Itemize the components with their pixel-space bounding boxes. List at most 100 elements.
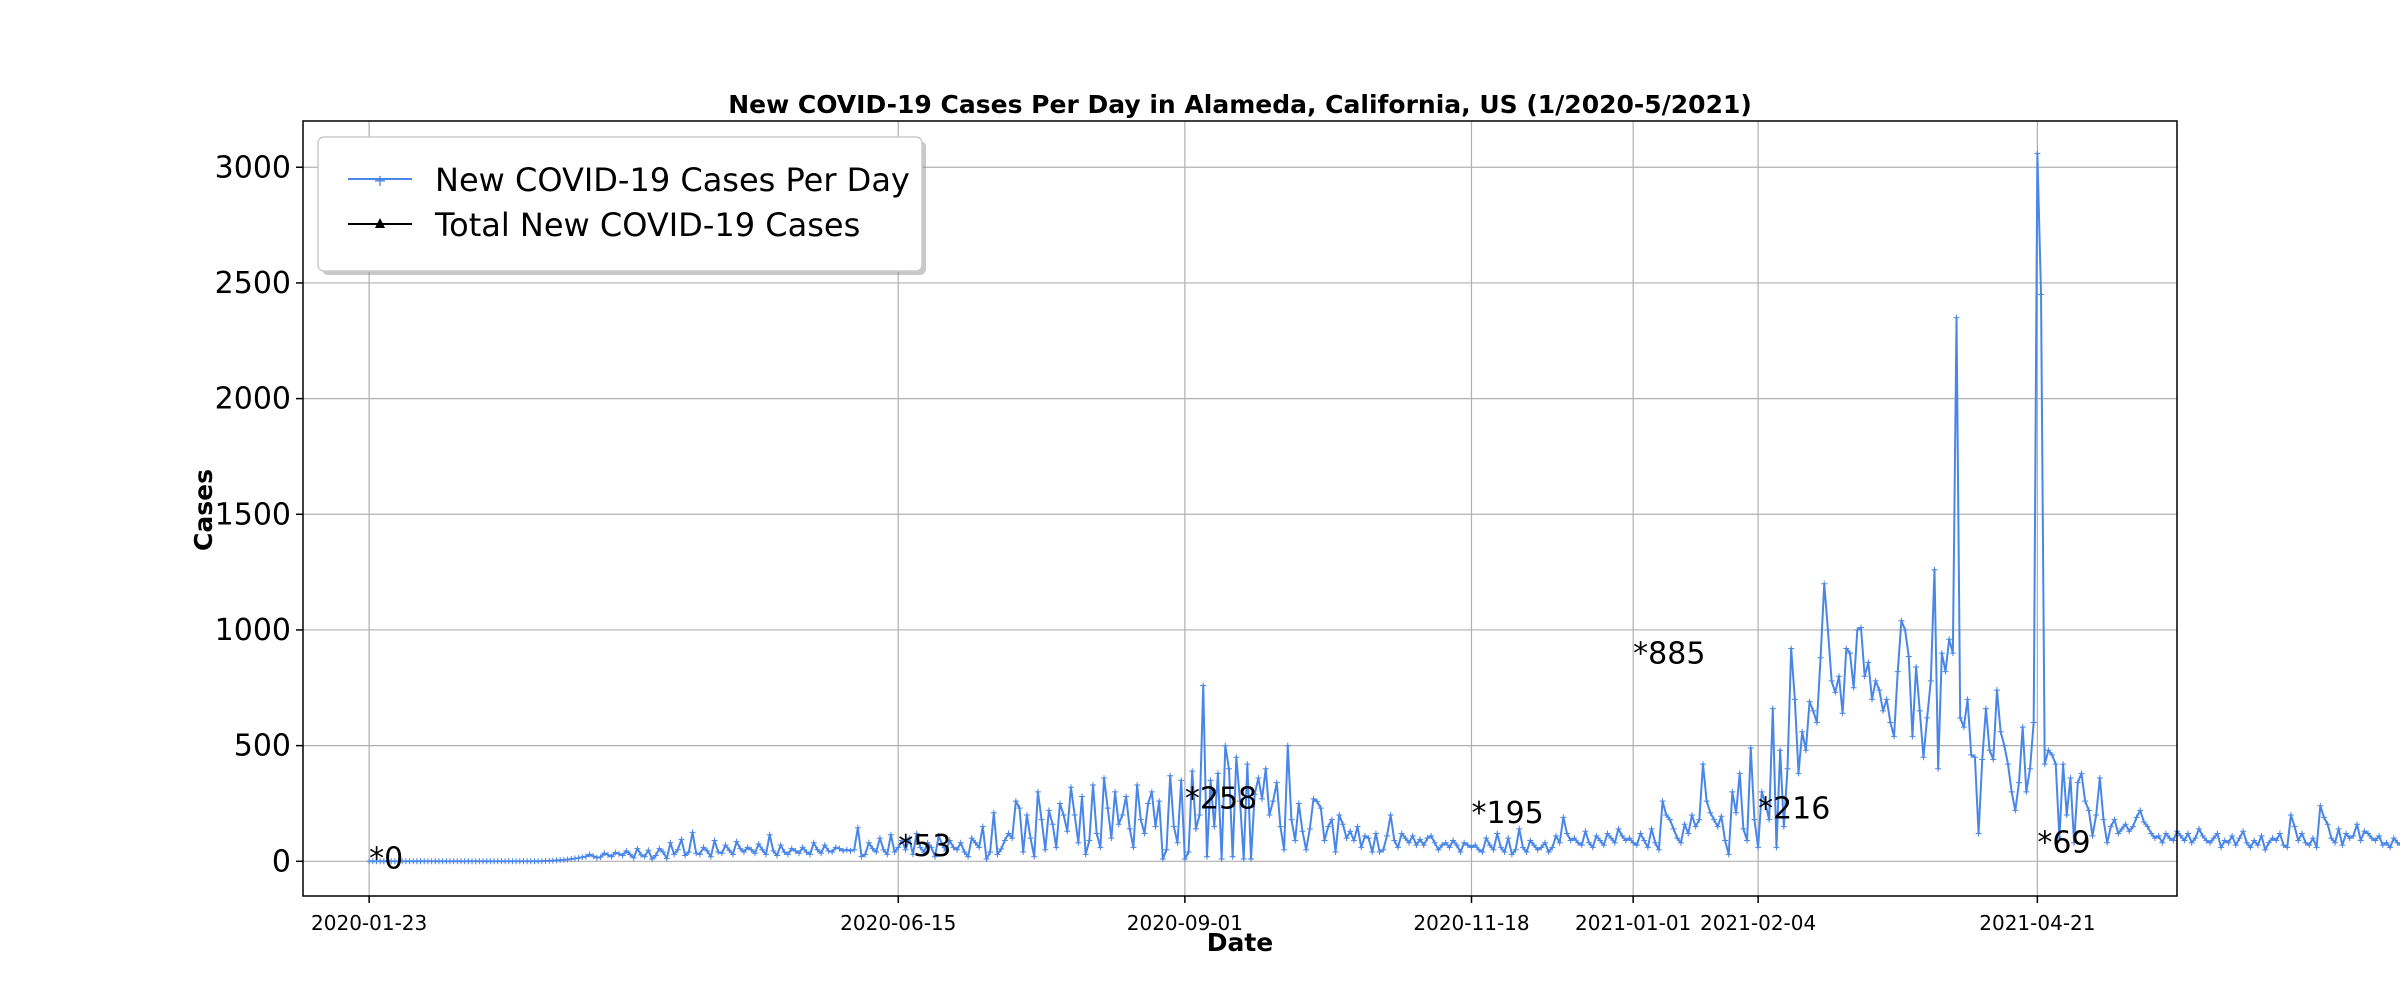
data-point-marker (1905, 653, 1912, 660)
data-point-marker (1237, 798, 1243, 805)
data-point-marker (1549, 844, 1556, 851)
data-point-marker (858, 853, 865, 860)
data-point-marker (1178, 777, 1185, 784)
data-point-marker (1156, 798, 1163, 805)
data-point-marker (2240, 828, 2247, 835)
data-point-marker (722, 842, 729, 849)
data-point-marker (1865, 659, 1872, 666)
data-point-marker (1784, 765, 1791, 772)
data-point-marker (2324, 821, 2331, 828)
data-point-marker (641, 853, 648, 860)
data-point-marker (1505, 835, 1512, 842)
data-point-marker (1273, 779, 1280, 786)
data-point-marker (1692, 823, 1699, 830)
data-point-marker (2170, 837, 2177, 844)
data-point-marker (1475, 846, 1482, 853)
data-point-marker (1817, 654, 1824, 661)
data-point-marker (1571, 835, 1578, 842)
data-point-marker (851, 846, 858, 853)
x-tick-label: 2020-09-01 (1127, 911, 1243, 935)
data-point-marker (649, 855, 656, 862)
data-point-marker (1270, 798, 1277, 805)
data-point-marker (2052, 761, 2059, 768)
data-point-marker (854, 824, 861, 831)
y-tick-label: 2000 (215, 382, 291, 417)
data-point-marker (751, 850, 758, 857)
x-tick-label: 2020-01-23 (311, 911, 427, 935)
data-point-marker (2332, 839, 2338, 846)
data-point-marker (818, 850, 825, 857)
data-point-marker (2162, 830, 2169, 837)
legend-box (317, 136, 923, 272)
data-point-marker (1395, 844, 1401, 851)
data-point-marker (946, 837, 953, 844)
data-point-marker (652, 852, 659, 859)
data-point-marker (1358, 844, 1365, 851)
data-point-marker (616, 850, 623, 857)
data-point-marker (1567, 837, 1574, 844)
data-point-marker (597, 854, 604, 861)
data-point-marker (1575, 839, 1582, 846)
legend-marker-new-cases: + (373, 171, 386, 190)
data-point-marker (689, 829, 696, 836)
data-point-marker (1949, 650, 1956, 657)
data-point-marker (1699, 761, 1706, 768)
data-point-marker (667, 839, 674, 846)
data-point-marker (1383, 832, 1390, 839)
data-point-marker (1148, 788, 1155, 795)
data-point-marker (1843, 645, 1850, 652)
data-point-marker (1810, 707, 1817, 714)
data-point-marker (1861, 673, 1868, 680)
data-point-marker (950, 844, 957, 851)
series-new-cases-line (369, 152, 2400, 863)
data-point-marker (1512, 846, 1519, 853)
data-point-marker (744, 844, 751, 851)
data-point-marker (601, 850, 608, 857)
data-point-marker (707, 853, 714, 860)
data-point-marker (807, 851, 814, 858)
data-point-marker (634, 845, 641, 852)
legend-label-new-cases: New COVID-19 Cases Per Day (435, 161, 910, 199)
data-point-marker (2298, 830, 2305, 837)
data-point-marker (810, 839, 817, 846)
data-point-marker (1457, 849, 1464, 856)
x-tick-label: 2020-11-18 (1413, 911, 1529, 935)
data-point-marker (1714, 823, 1721, 830)
data-point-marker (623, 847, 630, 854)
data-point-marker (2067, 775, 2074, 782)
data-point-marker (2074, 779, 2081, 786)
data-point-marker (1123, 793, 1130, 800)
data-point-marker (1218, 855, 1225, 862)
data-point-marker (1681, 821, 1688, 828)
data-point-marker (1696, 816, 1703, 823)
data-point-marker (1380, 846, 1387, 853)
data-point-marker (2383, 839, 2390, 846)
x-axis-label: Date (1207, 928, 1274, 957)
data-point-marker (2243, 839, 2250, 846)
data-point-marker (895, 844, 902, 851)
data-point-marker (1101, 775, 1108, 782)
data-point-marker (1387, 812, 1394, 819)
data-point-marker (1553, 832, 1560, 839)
data-point-marker (924, 839, 931, 846)
data-point-marker (932, 853, 939, 860)
data-point-marker (1876, 687, 1883, 694)
x-tick-label: 2021-02-04 (1700, 911, 1816, 935)
data-point-marker (1997, 728, 2004, 735)
data-point-marker (2306, 842, 2313, 849)
data-point-marker (1365, 835, 1372, 842)
data-point-marker (887, 831, 894, 838)
data-point-marker (869, 845, 876, 852)
data-point-marker (1406, 839, 1413, 846)
data-point-marker (1593, 832, 1600, 839)
data-point-marker (1971, 754, 1978, 761)
data-point-marker (1409, 832, 1416, 839)
data-point-marker (2115, 830, 2122, 837)
data-point-marker (1281, 846, 1288, 853)
x-tick-label: 2020-06-15 (840, 911, 956, 935)
data-point-marker (2111, 816, 2118, 823)
data-point-marker (704, 847, 711, 854)
data-point-marker (2027, 765, 2034, 772)
data-point-marker (928, 844, 935, 851)
data-point-marker (994, 851, 1001, 858)
